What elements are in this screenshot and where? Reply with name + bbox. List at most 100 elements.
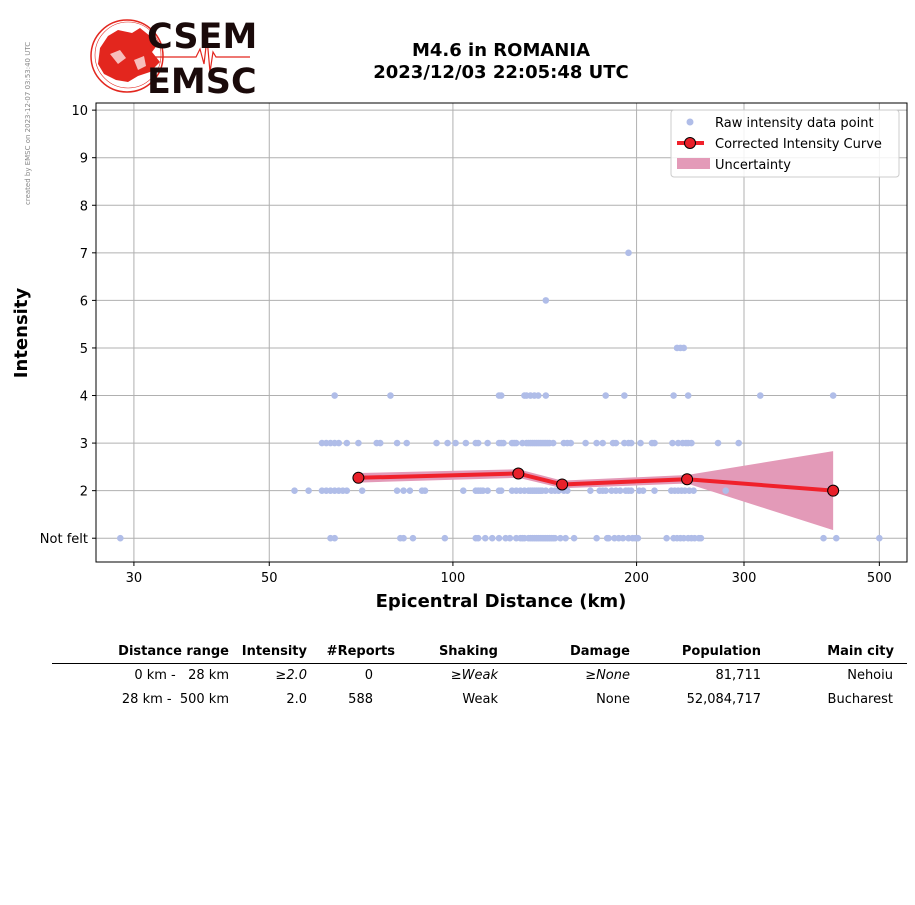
raw-data-point <box>663 534 670 542</box>
raw-data-point <box>612 439 620 447</box>
raw-data-point <box>343 487 351 494</box>
raw-data-point <box>421 487 429 494</box>
raw-data-point <box>542 297 550 304</box>
raw-data-point <box>460 487 467 494</box>
legend-curve-label: Corrected Intensity Curve <box>715 137 882 152</box>
raw-data-point <box>714 439 722 447</box>
raw-data-point <box>452 439 459 447</box>
chart-title: M4.6 in ROMANIA <box>412 40 590 61</box>
raw-data-point <box>756 392 764 399</box>
raw-data-point <box>474 534 482 542</box>
y-tick-label: 4 <box>80 390 88 405</box>
y-tick-label: 8 <box>80 199 88 214</box>
x-tick-label: 30 <box>126 571 143 586</box>
raw-data-point <box>551 534 559 542</box>
plot-frame <box>95 102 908 563</box>
legend-curve-marker <box>684 137 696 149</box>
raw-data-point <box>542 487 550 494</box>
logo-text-emsc: EMSC <box>147 62 257 102</box>
raw-data-point <box>343 439 351 447</box>
raw-points <box>117 249 883 542</box>
raw-data-point <box>497 392 505 399</box>
cell-population: 52,084,717 <box>686 692 761 707</box>
raw-data-point <box>621 392 628 399</box>
y-tick-label: Not felt <box>40 532 88 547</box>
raw-data-point <box>117 534 124 542</box>
y-axis-label: Intensity <box>11 288 32 379</box>
curve-marker <box>827 484 840 497</box>
table-row: 28 km - 500 km 2.0 588 Weak None 52,084,… <box>52 688 907 712</box>
raw-data-point <box>634 534 642 542</box>
raw-data-point <box>534 392 542 399</box>
raw-data-point <box>639 487 647 494</box>
uncertainty-area <box>358 451 834 531</box>
y-tick-label: 2 <box>80 485 88 500</box>
side-note: created by EMSC on 2023-12-07 03:53:40 U… <box>24 42 32 205</box>
raw-data-point <box>651 487 658 494</box>
table-header-row: Distance range Intensity #Reports Shakin… <box>52 640 907 664</box>
legend-raw-marker <box>686 118 694 126</box>
raw-data-point <box>669 439 676 447</box>
x-tick-label: 100 <box>441 571 466 586</box>
raw-data-point <box>406 487 414 494</box>
raw-data-point <box>444 439 451 447</box>
raw-data-point <box>400 487 407 494</box>
cell-range: 0 km - 28 km <box>134 668 229 683</box>
raw-data-point <box>562 534 569 542</box>
raw-data-point <box>832 534 840 542</box>
raw-data-point <box>409 534 417 542</box>
raw-data-point <box>331 534 338 542</box>
raw-data-point <box>616 487 624 494</box>
raw-data-point <box>376 439 384 447</box>
raw-data-point <box>393 487 401 494</box>
header-population: Population <box>681 644 761 659</box>
raw-data-point <box>735 439 742 447</box>
x-axis-ticks: 30 50 100 200 300 500 <box>126 562 892 586</box>
x-tick-label: 500 <box>867 571 892 586</box>
raw-data-point <box>484 439 491 447</box>
raw-data-point <box>387 392 394 399</box>
raw-data-point <box>625 249 632 257</box>
raw-data-point <box>697 534 705 542</box>
raw-data-point <box>684 392 692 399</box>
cell-reports: 0 <box>364 668 373 683</box>
header-shaking: Shaking <box>438 644 498 659</box>
curve-marker <box>352 471 365 484</box>
raw-data-point <box>680 344 688 352</box>
raw-data-point <box>627 487 635 494</box>
emsc-logo: CSEM EMSC <box>90 17 257 102</box>
cell-shaking: ≥Weak <box>450 668 498 683</box>
raw-data-point <box>570 534 578 542</box>
raw-data-point <box>305 487 312 494</box>
cell-damage: None <box>596 692 630 707</box>
raw-data-point <box>605 534 612 542</box>
raw-data-point <box>722 487 730 494</box>
y-tick-label: 9 <box>80 152 88 167</box>
summary-table: Distance range Intensity #Reports Shakin… <box>52 640 907 712</box>
raw-data-point <box>688 439 695 447</box>
raw-data-point <box>593 439 600 447</box>
header-intensity: Intensity <box>241 644 307 659</box>
raw-data-point <box>599 439 607 447</box>
raw-data-point <box>619 534 627 542</box>
header-rule <box>52 663 907 664</box>
legend: Raw intensity data point Corrected Inten… <box>670 109 900 178</box>
raw-data-point <box>355 439 362 447</box>
raw-data-point <box>403 439 411 447</box>
legend-uncertainty-swatch <box>677 158 710 169</box>
intensity-chart: created by EMSC on 2023-12-07 03:53:40 U… <box>11 17 908 612</box>
raw-data-point <box>549 439 557 447</box>
raw-data-point <box>291 487 298 494</box>
cell-intensity: 2.0 <box>286 692 307 707</box>
raw-data-point <box>495 534 503 542</box>
raw-data-point <box>627 439 635 447</box>
raw-data-point <box>462 439 470 447</box>
curve-marker <box>556 478 569 491</box>
raw-data-point <box>582 439 589 447</box>
raw-data-point <box>587 487 594 494</box>
x-tick-label: 200 <box>624 571 649 586</box>
raw-data-point <box>637 439 644 447</box>
raw-data-point <box>393 439 401 447</box>
raw-data-point <box>651 439 658 447</box>
y-tick-label: 10 <box>71 104 88 119</box>
